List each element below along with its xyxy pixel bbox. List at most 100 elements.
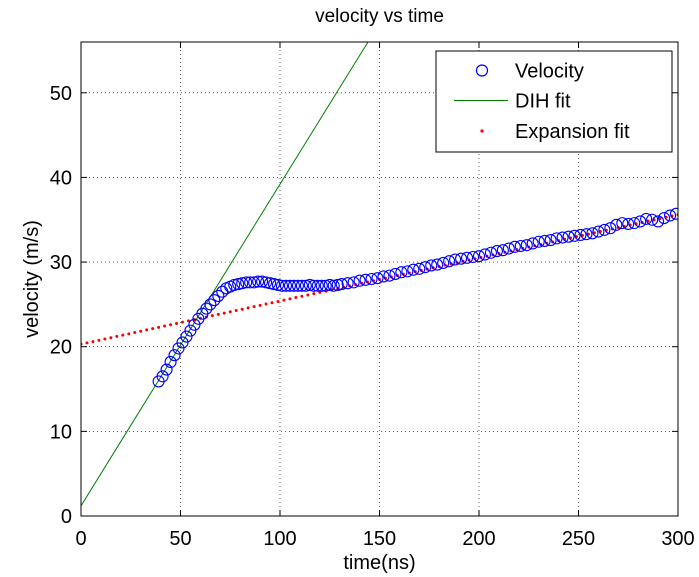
velocity-point <box>508 240 521 253</box>
velocity-point <box>658 212 671 225</box>
velocity-point <box>319 279 332 292</box>
legend-item-expansion-fit: Expansion fit <box>480 121 630 143</box>
x-axis-label: time(ns) <box>343 552 415 574</box>
expansion-fit-marker <box>312 292 316 296</box>
velocity-point <box>472 250 486 263</box>
expansion-fit-marker <box>97 338 101 342</box>
velocity-point <box>628 217 641 230</box>
velocity-point <box>616 217 629 230</box>
velocity-point <box>514 239 527 253</box>
velocity-point <box>598 223 611 236</box>
velocity-point <box>168 349 181 362</box>
expansion-fit-marker <box>157 325 161 329</box>
velocity-point <box>279 279 293 292</box>
velocity-point <box>478 248 492 261</box>
y-tick-label: 30 <box>50 252 72 274</box>
velocity-point <box>240 276 253 289</box>
velocity-point <box>663 209 677 222</box>
velocity-point <box>502 242 515 255</box>
legend-item-dih-fit: DIH fit <box>454 91 571 113</box>
velocity-point <box>353 274 366 287</box>
expansion-fit-marker <box>109 336 113 340</box>
x-tick-label: 150 <box>363 528 396 550</box>
velocity-point <box>580 228 593 241</box>
velocity-point <box>634 215 647 228</box>
velocity-point <box>556 231 569 244</box>
velocity-point <box>443 255 456 268</box>
velocity-point <box>176 336 189 349</box>
velocity-point <box>401 265 414 278</box>
velocity-point <box>365 272 378 286</box>
expansion-fit-marker <box>91 340 95 344</box>
expansion-fit-marker <box>234 309 238 313</box>
chart-title: velocity vs time <box>315 6 444 27</box>
velocity-point <box>431 258 444 271</box>
velocity-point <box>256 275 269 288</box>
y-tick-label: 40 <box>50 167 72 189</box>
y-tick-label: 50 <box>50 83 72 105</box>
velocity-point <box>252 275 265 288</box>
expansion-fit-marker <box>276 299 280 303</box>
velocity-point <box>156 370 169 383</box>
velocity-point <box>574 228 587 242</box>
dih-fit-line <box>81 42 369 507</box>
velocity-point <box>200 302 213 315</box>
x-tick-label: 250 <box>562 528 595 550</box>
velocity-point <box>204 298 217 311</box>
tick-labels: 0 50 100 150 200 250 300 0 10 20 30 40 50 <box>50 83 695 550</box>
velocity-point <box>419 261 432 274</box>
velocity-point <box>371 272 384 285</box>
x-tick-label: 200 <box>462 528 495 550</box>
y-tick-label: 0 <box>61 506 72 528</box>
velocity-point <box>172 342 185 355</box>
velocity-point <box>520 239 533 252</box>
velocity-point <box>160 363 173 376</box>
legend-velocity-marker <box>475 64 489 77</box>
velocity-point <box>263 277 277 290</box>
expansion-fit-marker <box>658 217 662 221</box>
velocity-point <box>395 266 408 279</box>
expansion-fit-marker <box>103 337 107 341</box>
expansion-fit-marker <box>222 311 226 315</box>
velocity-point <box>260 276 273 289</box>
expansion-fit-marker <box>216 312 220 316</box>
velocity-point <box>562 230 575 243</box>
velocity-point <box>323 278 336 291</box>
expansion-fit-marker <box>258 303 262 307</box>
velocity-point <box>271 278 285 291</box>
velocity-point <box>532 235 545 248</box>
velocity-point <box>449 253 462 266</box>
expansion-fit-marker <box>306 293 310 297</box>
expansion-fit-marker <box>264 302 268 306</box>
velocity-point <box>407 263 420 276</box>
velocity-point <box>359 273 372 286</box>
legend-item-velocity: Velocity <box>475 61 584 83</box>
expansion-fit-marker <box>139 329 143 333</box>
velocity-point <box>287 279 300 292</box>
expansion-fit-marker <box>270 301 274 305</box>
velocity-point <box>232 278 245 291</box>
velocity-point <box>295 279 308 292</box>
velocity-point <box>652 215 665 228</box>
expansion-fit-marker <box>300 294 304 298</box>
velocity-point <box>550 232 563 245</box>
velocity-point <box>299 279 312 292</box>
velocity-point <box>267 278 281 291</box>
velocity-point <box>303 278 316 291</box>
velocity-point <box>248 276 261 289</box>
velocity-point <box>383 269 396 282</box>
expansion-fit-marker <box>210 314 214 318</box>
expansion-fit-marker <box>163 324 167 328</box>
velocity-point <box>640 212 653 225</box>
velocity-point <box>283 279 297 292</box>
expansion-fit-marker <box>169 323 173 327</box>
velocity-point <box>327 279 340 292</box>
velocity-point <box>228 278 241 291</box>
expansion-fit-marker <box>294 296 298 300</box>
expansion-fit-marker <box>180 320 184 324</box>
expansion-fit-marker <box>145 328 149 332</box>
velocity-point <box>592 225 605 238</box>
expansion-fit-marker <box>252 305 256 309</box>
velocity-point <box>208 294 221 307</box>
velocity-point <box>622 217 635 231</box>
